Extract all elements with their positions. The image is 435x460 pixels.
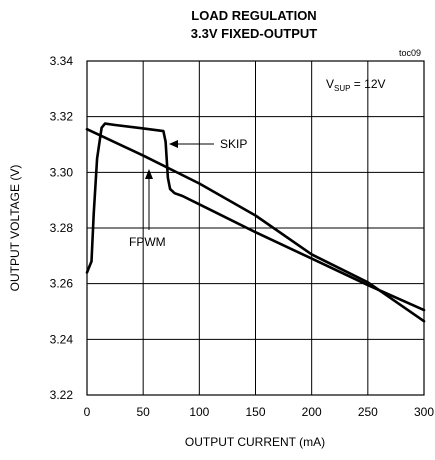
grid-lines bbox=[87, 61, 424, 395]
chart-title: LOAD REGULATION bbox=[191, 8, 316, 23]
chart-subtitle: 3.3V FIXED-OUTPUT bbox=[191, 26, 317, 41]
y-tick-label: 3.26 bbox=[50, 277, 74, 291]
y-tick-label: 3.30 bbox=[50, 165, 74, 179]
y-tick-labels: 3.22 3.24 3.26 3.28 3.30 3.32 3.34 bbox=[50, 54, 74, 402]
skip-label: SKIP bbox=[220, 137, 247, 151]
series-line-skip bbox=[85, 122, 426, 312]
x-axis-label: OUTPUT CURRENT (mA) bbox=[185, 435, 325, 449]
skip-arrowhead bbox=[169, 140, 178, 148]
y-tick-label: 3.22 bbox=[50, 388, 74, 402]
x-tick-label: 250 bbox=[358, 405, 378, 419]
x-tick-label: 300 bbox=[414, 405, 434, 419]
figure-id: toc09 bbox=[399, 48, 421, 58]
condition-rest: = 12V bbox=[350, 77, 385, 91]
x-tick-label: 50 bbox=[136, 405, 150, 419]
x-tick-labels: 0 50 100 150 200 250 300 bbox=[84, 405, 435, 419]
condition-sub: SUP bbox=[334, 84, 350, 93]
x-tick-label: 150 bbox=[245, 405, 265, 419]
plot-frame bbox=[86, 60, 425, 396]
condition-main: V bbox=[326, 77, 334, 91]
fpwm-annotation: FPWM bbox=[129, 169, 166, 249]
y-tick-label: 3.32 bbox=[50, 110, 74, 124]
y-axis-label: OUTPUT VOLTAGE (V) bbox=[8, 165, 22, 292]
curves bbox=[85, 122, 426, 323]
skip-annotation: SKIP bbox=[169, 137, 247, 151]
y-tick-label: 3.34 bbox=[50, 54, 74, 68]
y-tick-label: 3.28 bbox=[50, 221, 74, 235]
x-tick-label: 100 bbox=[189, 405, 209, 419]
fpwm-arrowhead bbox=[145, 169, 153, 179]
fpwm-label: FPWM bbox=[129, 235, 166, 249]
x-tick-label: 0 bbox=[84, 405, 91, 419]
series-line-fpwm bbox=[85, 127, 426, 323]
x-tick-label: 200 bbox=[302, 405, 322, 419]
condition-label: VSUP = 12V bbox=[326, 77, 386, 93]
y-tick-label: 3.24 bbox=[50, 332, 74, 346]
